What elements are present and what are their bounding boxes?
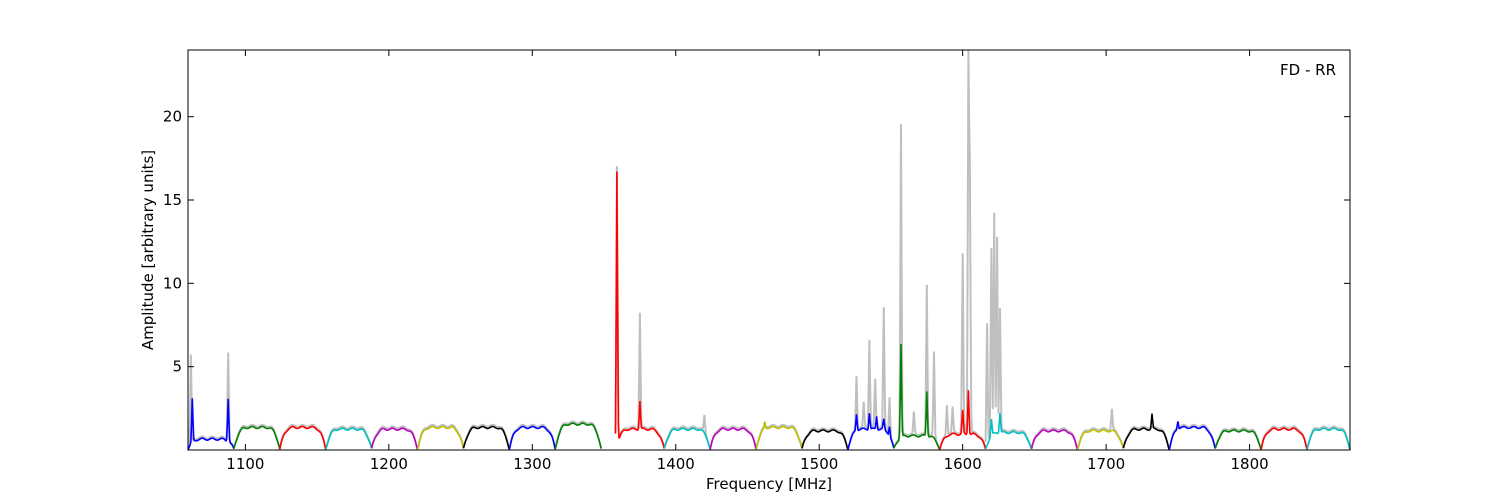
spectrum-segment-line [938,390,987,450]
raw-spectrum-line [1122,425,1171,450]
spectrum-segment-line [462,425,511,450]
raw-spectrum-line [416,423,465,450]
spectrum-segment-line [663,427,711,450]
raw-spectrum-line [709,425,758,450]
y-axis-label: Amplitude [arbitrary units] [139,150,157,350]
spectrum-segment-line [554,422,602,450]
raw-spectrum-line [554,420,603,450]
raw-spectrum-line [324,425,373,450]
spectrum-segment-line [755,421,803,450]
spectrum-segment-line [324,427,373,450]
plot-frame [187,49,1351,451]
spectrum-segment-line [1122,413,1170,450]
y-tick-label: 15 [163,191,182,209]
spectrum-segment-line [1168,421,1216,450]
raw-spectrum-line [801,427,849,450]
raw-spectrum-line [232,423,281,450]
spectrum-segment-line [893,343,941,451]
y-tick-label: 10 [163,274,182,292]
x-tick-label: 1100 [226,455,264,473]
raw-spectrum-line [614,166,666,449]
raw-spectrum-line [938,49,987,450]
x-tick-label: 1800 [1230,455,1268,473]
spectrum-segment-line [1214,428,1262,450]
raw-spectrum-line [370,425,419,450]
x-tick-label: 1400 [657,455,695,473]
x-tick-label: 1500 [800,455,838,473]
y-tick-label: 20 [163,108,182,126]
spectrum-segment-line [614,171,666,449]
raw-spectrum-line [508,423,557,450]
spectrum-segment-line [1306,427,1351,450]
chart-annotation: FD - RR [1280,61,1336,79]
raw-spectrum-line [278,423,327,450]
spectrum-segment-line [709,427,757,450]
raw-spectrum-line [984,212,1033,450]
spectrum-segment-line [1076,429,1125,450]
axes-layer: 1100 1200 1300 1400 1500 1600 1700 1800 5 10 15 20 [163,49,1351,473]
raw-spectrum-line [1260,425,1308,450]
spectrum-segment-line [416,425,465,450]
raw-spectrum-line [1306,425,1351,450]
raw-spectrum-line [462,423,511,450]
raw-spectrum-line [1076,408,1125,450]
raw-spectrum-line [892,124,941,451]
plot-area [188,50,1350,450]
x-tick-label: 1200 [370,455,408,473]
spectrum-segment-line [1030,428,1079,450]
plot-background [188,50,1350,450]
segment-layer [187,171,1351,451]
spectrum-segment-line [984,412,1033,450]
spectrum-segment-line [279,425,327,450]
x-tick-label: 1300 [513,455,551,473]
x-tick-label: 1600 [944,455,982,473]
spectrum-segment-line [370,427,419,450]
spectrum-segment-line [508,425,556,450]
x-axis-label: Frequency [MHz] [706,475,832,493]
spectrum-segment-line [801,429,849,450]
spectrum-segment-line [187,398,235,451]
x-tick-label: 1700 [1087,455,1125,473]
raw-spectrum-line [1214,427,1263,450]
raw-spectrum-line [1030,427,1079,450]
raw-spectrum-line [663,414,712,450]
raw-spectrum-layer [187,49,1351,451]
y-tick-label: 5 [172,358,182,376]
spectrum-segment-line [1260,427,1308,450]
spectrum-segment-line [233,425,281,450]
spectrum-segment-line [847,413,895,450]
